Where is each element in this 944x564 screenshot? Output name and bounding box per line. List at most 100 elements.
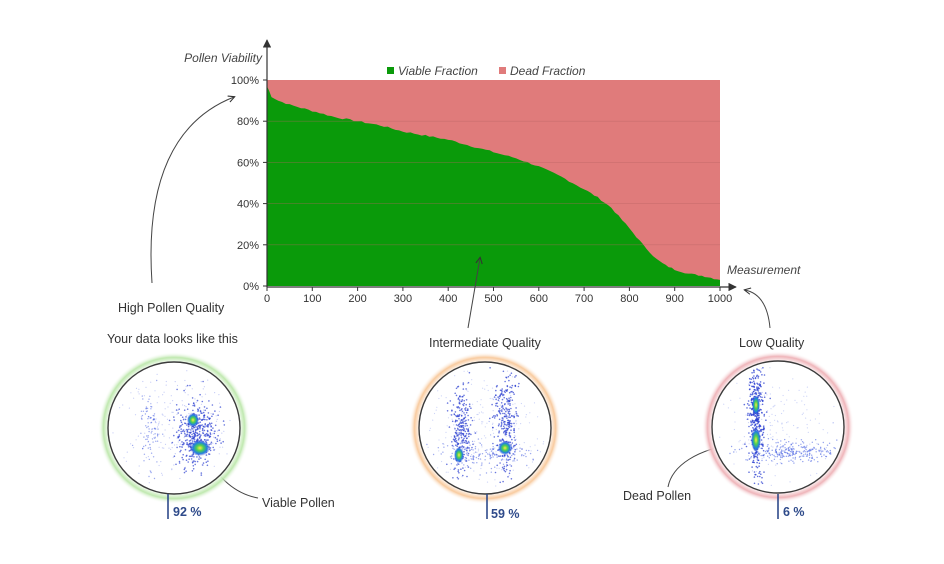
scatter-dot (517, 415, 519, 417)
scatter-dot (219, 446, 221, 448)
scatter-dot (454, 427, 456, 429)
scatter-dot (756, 457, 759, 459)
scatter-dot (794, 453, 796, 456)
scatter-dot (492, 426, 494, 429)
scatter-dot (746, 418, 748, 420)
scatter-dot (471, 461, 474, 464)
scatter-dot (206, 419, 208, 421)
scatter-dot (449, 456, 452, 458)
scatter-dot (748, 404, 750, 407)
scatter-dot (193, 437, 195, 439)
scatter-dot (754, 392, 756, 395)
scatter-dot (154, 433, 156, 435)
scatter-dot (485, 472, 488, 474)
scatter-dot (780, 462, 783, 465)
scatter-dot (776, 420, 779, 422)
scatter-dot (762, 367, 764, 369)
scatter-dot (142, 398, 144, 400)
viability-area-chart: 0%20%40%60%80%100% 0 100 200 300 400 500 600 70… (184, 39, 801, 305)
scatter-dot (182, 429, 185, 431)
scatter-dot (185, 416, 187, 418)
scatter-dot (460, 436, 463, 439)
scatter-dot (174, 453, 176, 455)
scatter-dot (146, 407, 149, 410)
scatter-dot (188, 403, 190, 406)
x-tick-label: 700 (575, 293, 593, 305)
scatter-dot (438, 397, 440, 400)
scatter-dot (504, 421, 506, 423)
scatter-dot (465, 422, 468, 425)
scatter-dot (774, 456, 776, 458)
scatter-dot (744, 441, 746, 443)
scatter-dot (465, 460, 468, 462)
arrow-low-quality (745, 290, 771, 329)
scatter-dot (472, 403, 474, 405)
scatter-dot (459, 426, 461, 428)
scatter-dot (168, 423, 170, 426)
scatter-dot (155, 440, 157, 442)
scatter-dot (198, 414, 200, 416)
scatter-dot (505, 461, 508, 464)
scatter-dot (816, 472, 818, 475)
scatter-dot (782, 394, 784, 397)
x-tick-label: 100 (303, 293, 321, 305)
scatter-dot (458, 413, 461, 416)
scatter-dot (191, 433, 193, 436)
scatter-dot (749, 388, 751, 390)
scatter-dot (161, 424, 163, 426)
scatter-dot (185, 470, 187, 473)
scatter-dot (516, 448, 518, 450)
scatter-dot (833, 447, 835, 449)
scatter-dot (218, 394, 220, 396)
scatter-dot (775, 464, 777, 466)
scatter-dot (455, 387, 458, 390)
scatter-dot (492, 429, 494, 431)
scatter-dot (788, 441, 790, 443)
scatter-dot (467, 428, 469, 431)
scatter-dot (500, 425, 502, 428)
scatter-dot (458, 407, 461, 409)
scatter-dot (213, 432, 216, 435)
scatter-dot (112, 432, 114, 434)
scatter-dot (790, 443, 793, 446)
scatter-dot (782, 447, 784, 449)
scatter-dot (492, 432, 495, 434)
scatter-dot (490, 434, 492, 436)
scatter-dot (184, 435, 186, 438)
x-axis-title: Measurement (727, 263, 801, 277)
scatter-dot (743, 403, 746, 406)
scatter-dot (164, 402, 166, 404)
scatter-dot (199, 418, 201, 420)
scatter-dot (506, 417, 508, 419)
scatter-dot (459, 395, 461, 398)
gridlines (267, 120, 720, 246)
scatter-dot (769, 367, 771, 369)
scatter-dot (463, 446, 465, 448)
scatter-dot (186, 435, 188, 437)
scatter-dot (499, 393, 502, 396)
scatter-dot (804, 391, 806, 393)
scatter-dot (462, 439, 465, 442)
scatter-dot (178, 460, 181, 463)
scatter-dot (733, 428, 736, 431)
scatter-dot (498, 410, 501, 413)
scatter-dot (752, 459, 755, 462)
scatter-dot (786, 448, 788, 450)
scatter-dot (756, 422, 758, 425)
scatter-dot (517, 385, 520, 388)
scatter-dot (757, 421, 760, 424)
scatter-dot (142, 448, 144, 450)
scatter-dot (785, 455, 787, 457)
scatter-dot (455, 419, 457, 422)
percent-label-intermediate: 59 % (491, 507, 520, 521)
scatter-dot (755, 452, 757, 454)
scatter-dot (799, 455, 801, 458)
scatter-dot (495, 385, 498, 388)
scatter-dot (759, 381, 762, 383)
scatter-dot (753, 482, 756, 485)
scatter-dot (462, 442, 464, 444)
scatter-dot (456, 406, 458, 408)
scatter-dot (156, 434, 159, 437)
scatter-dot (180, 419, 182, 422)
scatter-dot (758, 415, 760, 417)
